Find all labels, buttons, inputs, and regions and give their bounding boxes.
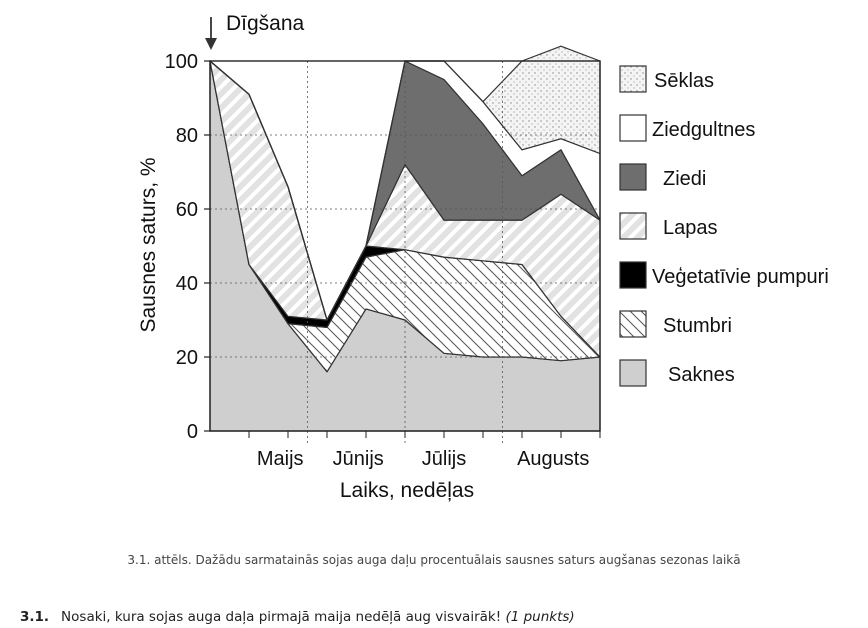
germination-label: Dīgšana xyxy=(226,12,305,35)
y-tick-label: 80 xyxy=(176,125,198,147)
legend-label-seklas: Sēklas xyxy=(654,70,714,92)
y-tick-label: 100 xyxy=(165,51,198,73)
question-text: Nosaki, kura sojas auga daļa pirmajā mai… xyxy=(61,609,502,625)
y-axis-label: Sausnes saturs, % xyxy=(137,157,160,332)
x-month-label: Augusts xyxy=(517,448,589,470)
legend-label-stumbri: Stumbri xyxy=(663,315,732,337)
grid-lines xyxy=(210,61,600,443)
y-tick-label: 60 xyxy=(176,199,198,221)
legend-label-lapas: Lapas xyxy=(663,217,718,239)
y-tick-label: 0 xyxy=(187,421,198,443)
legend-swatch-seklas xyxy=(619,65,647,93)
legend-label-ziedi: Ziedi xyxy=(663,168,706,190)
legend-label-saknes: Saknes xyxy=(668,364,735,386)
legend-swatch-lapas xyxy=(619,212,647,240)
plot-areas xyxy=(209,45,601,432)
chart-legend: Sēklas Ziedgultnes Ziedi Lapas Veģetatīvie p… xyxy=(619,65,829,387)
x-month-label: Jūlijs xyxy=(422,448,466,470)
legend-label-vegetativie-pumpuri: Veģetatīvie pumpuri xyxy=(652,266,829,288)
question-points: (1 punkts) xyxy=(505,609,575,625)
legend-swatch-stumbri xyxy=(619,310,647,338)
x-month-label: Maijs xyxy=(257,448,304,470)
x-month-label: Jūnijs xyxy=(333,448,384,470)
legend-swatch-vegetativie-pumpuri xyxy=(619,261,647,289)
legend-label-ziedgultnes: Ziedgultnes xyxy=(652,119,755,141)
legend-swatch-ziedi xyxy=(619,163,647,191)
stacked-area-chart: 0 20 40 60 80 100 Maijs Jūnijs Jūlijs Augusts Sēk… xyxy=(137,12,829,502)
plot-axes: 0 20 40 60 80 100 Maijs Jūnijs Jūlijs Augusts xyxy=(165,51,601,470)
germination-arrowhead xyxy=(205,38,217,50)
question: 3.1. Nosaki, kura sojas auga daļa pirmajā… xyxy=(20,609,575,625)
y-tick-label: 40 xyxy=(176,273,198,295)
y-tick-label: 20 xyxy=(176,347,198,369)
figure-caption: 3.1. attēls. Dažādu sarmatainās sojas au… xyxy=(127,553,741,567)
germination-annotation: Dīgšana xyxy=(205,12,305,50)
legend-swatch-saknes xyxy=(619,359,647,387)
question-number: 3.1. xyxy=(20,609,50,625)
x-axis-label: Laiks, nedēļas xyxy=(340,479,474,502)
legend-swatch-ziedgultnes xyxy=(619,114,647,142)
